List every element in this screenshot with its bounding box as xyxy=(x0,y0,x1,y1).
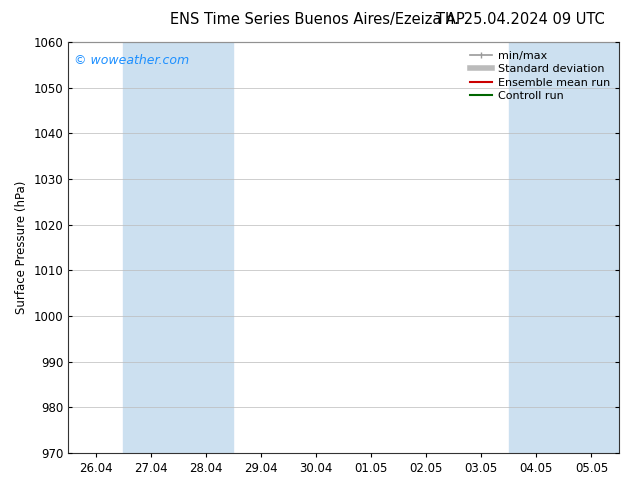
Text: ENS Time Series Buenos Aires/Ezeiza AP: ENS Time Series Buenos Aires/Ezeiza AP xyxy=(170,12,464,27)
Bar xyxy=(509,42,619,453)
Y-axis label: Surface Pressure (hPa): Surface Pressure (hPa) xyxy=(15,181,28,314)
Bar xyxy=(123,42,233,453)
Text: © woweather.com: © woweather.com xyxy=(74,54,189,68)
Legend: min/max, Standard deviation, Ensemble mean run, Controll run: min/max, Standard deviation, Ensemble me… xyxy=(467,48,614,104)
Text: Th. 25.04.2024 09 UTC: Th. 25.04.2024 09 UTC xyxy=(436,12,604,27)
